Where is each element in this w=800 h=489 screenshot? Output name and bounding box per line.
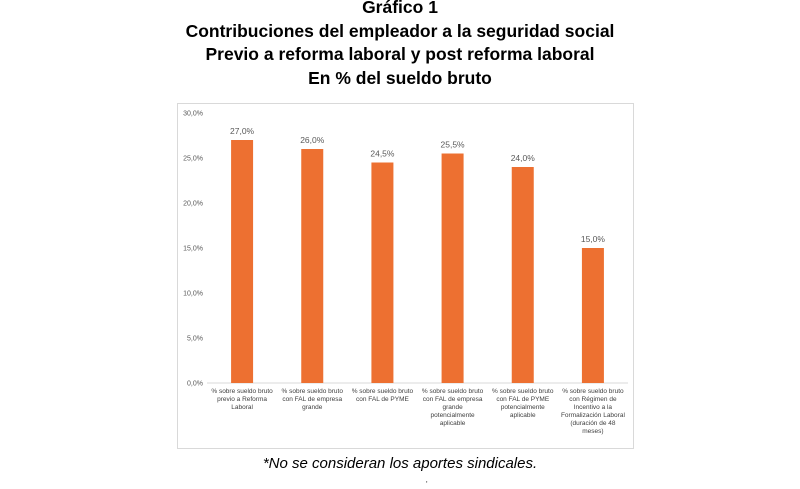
x-tick-label: % sobre sueldo bruto con Régimen de Incent… xyxy=(561,388,626,435)
bar xyxy=(231,140,254,383)
y-tick-label: 30,0% xyxy=(183,111,203,118)
bar xyxy=(301,149,324,383)
x-tick-label: % sobre sueldo bruto previo a Reforma Labo… xyxy=(211,388,273,411)
bar-chart: 0,0% 5,0% 10,0% 15,0% 20,0% 25,0% 30,0% 27,0% % … xyxy=(183,111,628,435)
chart-title-block: Gráfico 1 Contribuciones del empleador a… xyxy=(0,0,800,90)
data-label: 27,0% xyxy=(230,126,255,136)
bar xyxy=(441,153,464,383)
y-tick-label: 5,0% xyxy=(187,336,203,343)
x-tick-label: % sobre sueldo bruto con FAL de empresa gr… xyxy=(282,388,344,411)
y-tick-label: 0,0% xyxy=(187,381,203,388)
data-label: 25,5% xyxy=(441,140,466,150)
footnote: *No se consideran los aportes sindicales… xyxy=(262,455,538,472)
page-mark: ' xyxy=(426,480,428,489)
data-label: 26,0% xyxy=(300,135,325,145)
x-tick-label: % sobre sueldo bruto con FAL de PYME poten… xyxy=(492,388,554,419)
y-tick-label: 25,0% xyxy=(183,156,203,163)
y-tick-label: 15,0% xyxy=(183,246,203,253)
bar xyxy=(511,167,534,383)
chart-area: 0,0% 5,0% 10,0% 15,0% 20,0% 25,0% 30,0% 27,0% % … xyxy=(177,103,634,449)
y-tick-label: 20,0% xyxy=(183,201,203,208)
data-label: 15,0% xyxy=(581,234,606,244)
x-tick-label: % sobre sueldo bruto con FAL de empresa gr… xyxy=(422,388,484,427)
chart-units: En % del sueldo bruto xyxy=(308,67,492,88)
bar xyxy=(371,162,394,383)
x-tick-label: % sobre sueldo bruto con FAL de PYME xyxy=(352,388,414,403)
chart-subtitle: Previo a reforma laboral y post reforma … xyxy=(205,44,595,64)
bar xyxy=(581,248,604,383)
chart-title: Contribuciones del empleador a la seguri… xyxy=(185,20,615,41)
data-label: 24,5% xyxy=(370,149,395,159)
y-tick-label: 10,0% xyxy=(183,291,203,298)
chart-number: Gráfico 1 xyxy=(362,0,438,17)
data-label: 24,0% xyxy=(511,153,536,163)
